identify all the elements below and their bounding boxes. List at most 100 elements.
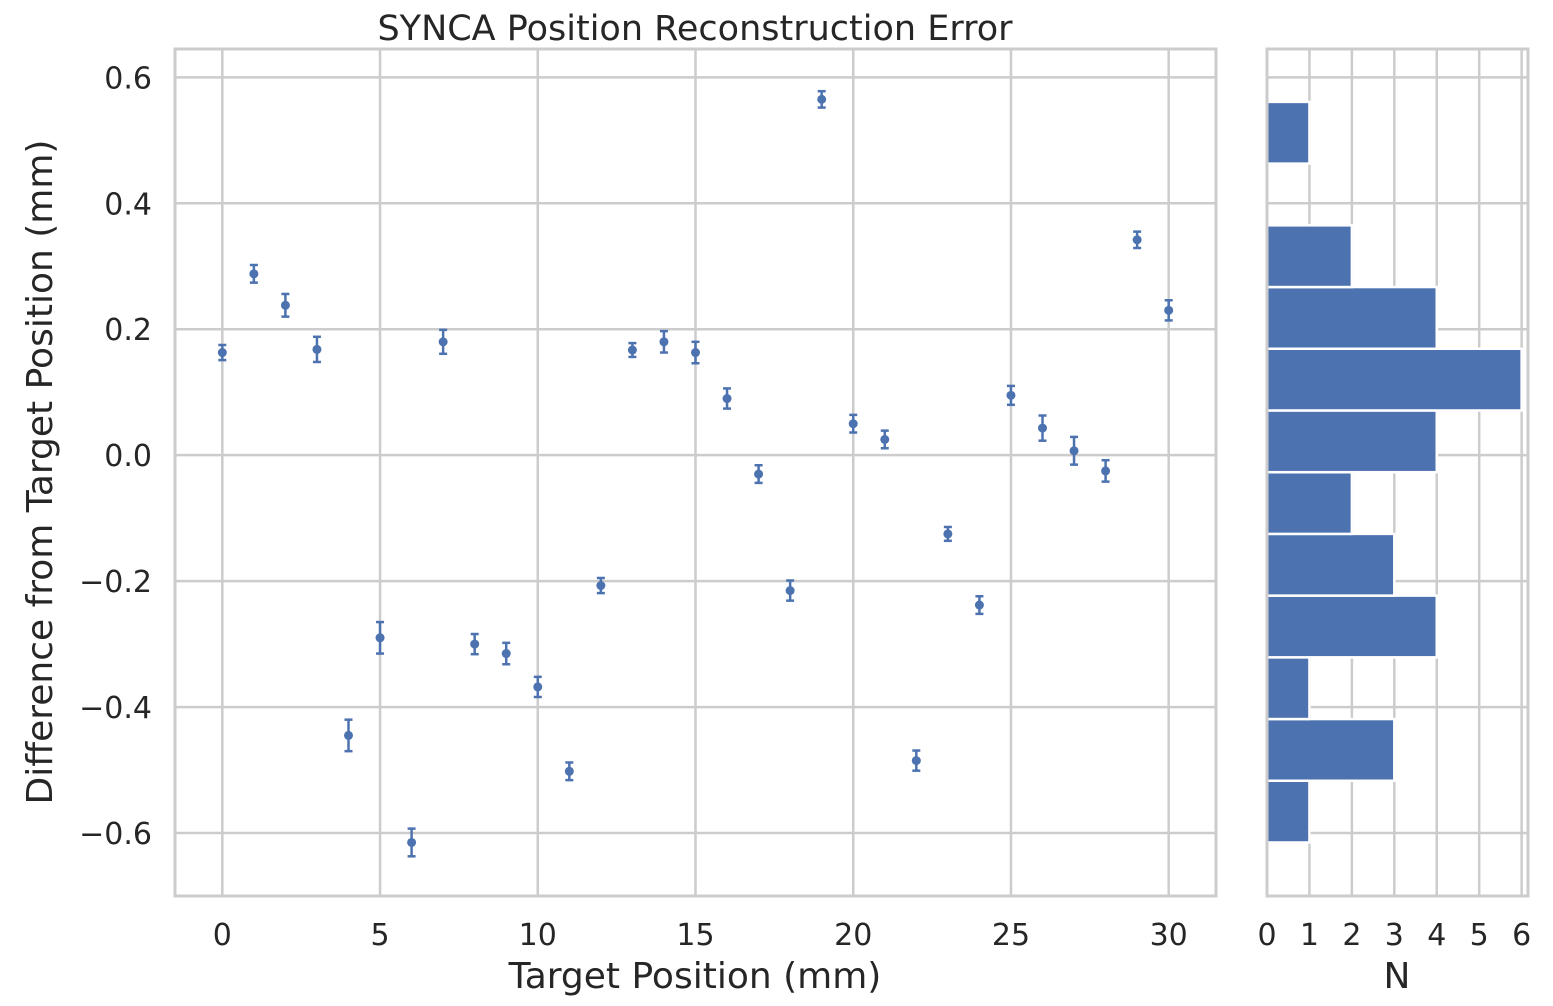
histogram-bar: [1265, 347, 1523, 412]
y-tick-label: 0.4: [104, 187, 152, 222]
data-point: [659, 329, 669, 354]
main-y-tick-labels: −0.6 −0.4 −0.2 0.0 0.2 0.4 0.6: [79, 61, 152, 852]
data-point: [438, 328, 448, 356]
histogram-bar: [1265, 594, 1439, 659]
data-point: [1132, 230, 1142, 250]
data-point: [943, 525, 953, 543]
histogram-x-tick-label: 6: [1512, 918, 1531, 953]
data-point: [501, 641, 511, 666]
data-marker: [1164, 305, 1174, 315]
histogram-x-tick-label: 0: [1257, 918, 1276, 953]
histogram-bar: [1265, 224, 1354, 289]
histogram-bar: [1265, 409, 1439, 474]
data-point: [785, 579, 795, 602]
histogram-x-axis-label: N: [1384, 956, 1411, 997]
x-tick-label: 5: [370, 918, 389, 953]
histogram-bar: [1265, 470, 1354, 536]
x-tick-label: 15: [676, 918, 714, 953]
data-point: [1038, 414, 1047, 442]
data-point: [1069, 435, 1079, 466]
data-point: [249, 263, 259, 284]
data-marker: [533, 682, 543, 692]
main-x-tick-labels: 0 5 10 15 20 25 30: [213, 918, 1188, 953]
data-marker: [943, 529, 953, 539]
data-point: [344, 718, 353, 753]
histogram-bar: [1265, 532, 1396, 597]
y-axis-label: Difference from Target Position (mm): [20, 140, 61, 805]
x-tick-label: 0: [213, 918, 232, 953]
x-axis-label: Target Position (mm): [508, 956, 882, 997]
histogram-bar: [1265, 100, 1311, 165]
data-marker: [1132, 235, 1142, 245]
data-points: [217, 89, 1174, 858]
data-marker: [596, 581, 606, 591]
data-marker: [817, 94, 827, 104]
data-marker: [754, 469, 764, 479]
data-point: [375, 620, 385, 655]
histogram-bars: [1265, 100, 1523, 844]
histogram-x-tick-label: 3: [1385, 918, 1404, 953]
data-marker: [659, 337, 669, 347]
data-point: [533, 675, 543, 699]
data-marker: [312, 344, 322, 354]
data-point: [312, 335, 322, 364]
data-marker: [344, 730, 353, 740]
data-point: [280, 292, 290, 318]
data-marker: [1038, 423, 1047, 433]
data-point: [1101, 458, 1111, 483]
histogram-bar: [1265, 717, 1396, 783]
y-tick-label: 0.2: [104, 313, 152, 348]
data-point: [1164, 299, 1174, 322]
data-marker: [375, 633, 385, 643]
y-tick-label: −0.2: [79, 565, 152, 600]
data-marker: [1101, 466, 1111, 476]
data-marker: [501, 649, 511, 659]
data-marker: [564, 766, 574, 776]
data-point: [880, 429, 890, 450]
data-marker: [691, 348, 700, 358]
data-point: [596, 576, 606, 595]
data-marker: [438, 337, 448, 347]
data-point: [407, 827, 417, 858]
data-marker: [407, 837, 417, 847]
data-point: [817, 89, 827, 109]
data-point: [627, 341, 637, 359]
chart-title: SYNCA Position Reconstruction Error: [377, 9, 1013, 49]
x-tick-label: 25: [992, 918, 1030, 953]
histogram-x-tick-label: 4: [1427, 918, 1446, 953]
data-marker: [627, 345, 637, 355]
data-point: [564, 761, 574, 782]
data-marker: [280, 300, 290, 310]
data-marker: [1069, 446, 1079, 456]
data-point: [974, 594, 984, 616]
histogram-bar: [1265, 779, 1311, 844]
data-marker: [911, 756, 921, 766]
histogram-x-tick-label: 1: [1300, 918, 1319, 953]
data-marker: [217, 348, 227, 358]
histogram-x-tick-label: 2: [1342, 918, 1361, 953]
data-point: [217, 343, 227, 362]
data-point: [691, 340, 700, 365]
data-marker: [722, 394, 732, 404]
data-point: [911, 749, 921, 772]
data-marker: [470, 639, 480, 649]
data-point: [1006, 384, 1016, 407]
data-marker: [249, 269, 259, 279]
data-marker: [974, 600, 984, 610]
data-point: [470, 632, 480, 656]
data-marker: [785, 586, 795, 596]
x-tick-label: 20: [834, 918, 872, 953]
x-tick-label: 30: [1150, 918, 1188, 953]
data-point: [848, 413, 858, 434]
histogram-bar: [1265, 285, 1439, 351]
y-tick-label: 0.0: [104, 439, 152, 474]
histogram-frame: [1265, 47, 1530, 898]
histogram-bar: [1265, 656, 1311, 721]
scatter-plot: 0 5 10 15 20 25 30 −0.6 −0.4 −0.2 0.0 0.2 0.4 0.6: [79, 47, 1218, 953]
main-plot-frame: [173, 47, 1218, 898]
y-tick-label: −0.4: [79, 691, 152, 726]
data-marker: [848, 419, 858, 429]
